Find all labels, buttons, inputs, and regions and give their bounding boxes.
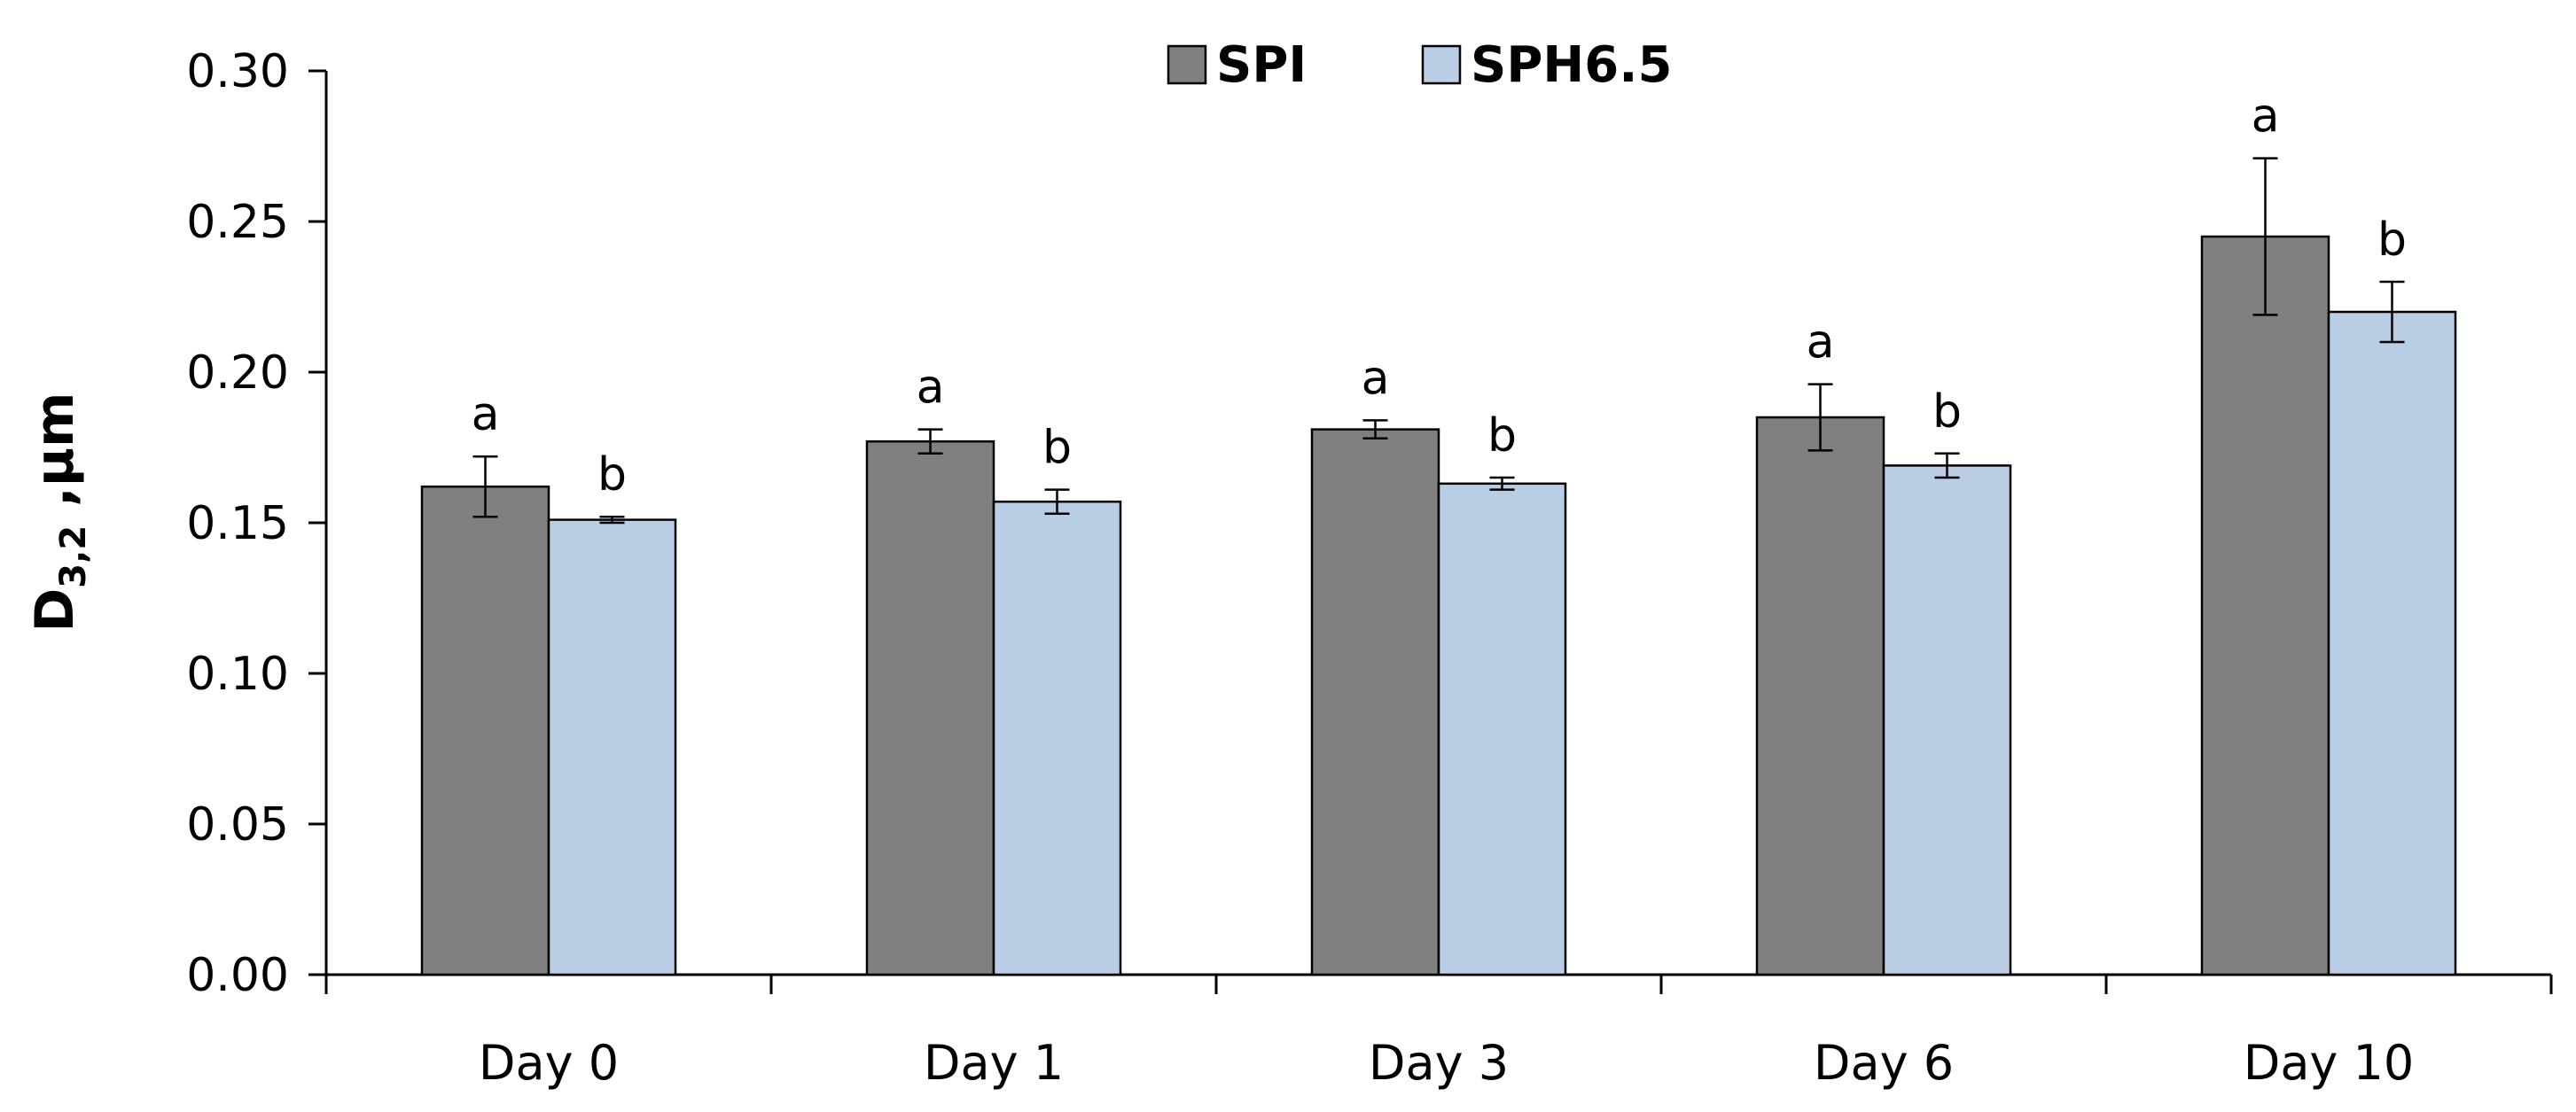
y-tick-label: 0.25	[186, 196, 289, 249]
bar	[1882, 464, 2012, 976]
bar	[2200, 235, 2330, 976]
bar	[420, 485, 550, 976]
legend-label: SPH6.5	[1471, 36, 1672, 94]
x-tick-label: Day 10	[2244, 1035, 2415, 1091]
y-tick-label: 0.20	[186, 346, 289, 400]
x-tick-label: Day 1	[924, 1035, 1064, 1091]
legend: SPI SPH6.5	[1167, 36, 1672, 94]
y-tick-label: 0.30	[186, 45, 289, 98]
y-tick-label: 0.05	[186, 798, 289, 851]
legend-label: SPI	[1216, 36, 1307, 94]
legend-swatch	[1167, 44, 1207, 85]
significance-label: a	[917, 362, 945, 415]
x-axis: Day 0 Day 1 Day 3 Day 6 Day 10	[324, 973, 2553, 1091]
y-tick-label: 0.10	[186, 648, 289, 701]
legend-swatch	[1421, 44, 1462, 85]
y-tick-label: 0.15	[186, 497, 289, 550]
bar	[1310, 428, 1440, 976]
significance-label: b	[597, 448, 627, 502]
significance-label: a	[1807, 316, 1835, 369]
bar	[1437, 482, 1567, 976]
bar	[865, 439, 995, 976]
significance-label: b	[1042, 422, 1072, 475]
significance-label: a	[2252, 90, 2280, 144]
significance-label: b	[1487, 409, 1517, 463]
y-axis: 0.00 0.05 0.10 0.15 0.20 0.25 0.30	[186, 45, 328, 1002]
bar	[1755, 416, 1885, 976]
y-axis-title: D3,2 ,µm	[24, 392, 94, 632]
significance-label: a	[472, 388, 500, 441]
bar	[547, 518, 677, 976]
significance-label: b	[1932, 385, 1962, 439]
bar	[992, 500, 1122, 976]
x-tick-label: Day 6	[1814, 1035, 1954, 1091]
bars: a b a b a b a b a b	[420, 90, 2457, 976]
significance-label: a	[1362, 352, 1390, 405]
x-tick-label: Day 0	[479, 1035, 619, 1091]
y-tick-label: 0.00	[186, 949, 289, 1002]
x-tick-label: Day 3	[1369, 1035, 1509, 1091]
significance-label: b	[2377, 214, 2407, 267]
bar	[2327, 310, 2457, 976]
